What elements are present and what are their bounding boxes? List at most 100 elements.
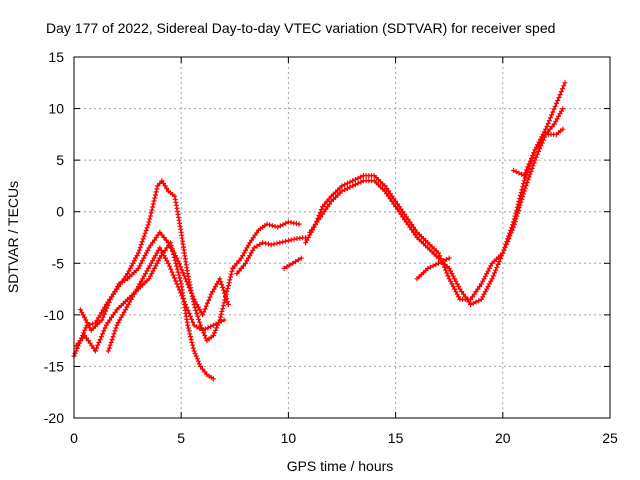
data-point xyxy=(130,294,136,300)
data-point xyxy=(490,273,496,279)
data-point xyxy=(394,206,400,212)
data-point xyxy=(103,308,108,314)
data-point xyxy=(75,340,81,346)
data-point xyxy=(210,333,216,338)
data-point xyxy=(446,265,452,271)
data-point xyxy=(520,184,526,190)
data-point xyxy=(104,305,110,311)
series-track-j xyxy=(414,255,452,282)
data-point xyxy=(443,267,449,273)
data-point xyxy=(284,264,290,270)
data-point xyxy=(109,294,115,300)
data-point xyxy=(154,186,160,192)
data-point xyxy=(264,221,270,227)
data-point xyxy=(117,317,123,323)
data-point xyxy=(113,325,119,331)
data-point xyxy=(164,245,170,251)
data-point xyxy=(131,291,137,297)
data-point xyxy=(153,263,159,269)
y-tick-label: -5 xyxy=(52,255,65,271)
data-point xyxy=(234,271,240,277)
data-point xyxy=(271,241,277,247)
data-point xyxy=(533,154,539,160)
data-point xyxy=(496,259,502,265)
data-point xyxy=(210,376,216,382)
data-point xyxy=(444,270,450,276)
data-point xyxy=(236,258,242,264)
data-point xyxy=(512,213,518,219)
data-point xyxy=(339,188,345,194)
data-point xyxy=(207,294,213,300)
data-point xyxy=(185,322,191,328)
y-tick-label: 0 xyxy=(56,204,64,220)
data-point xyxy=(247,253,253,259)
data-point xyxy=(537,146,543,152)
data-point xyxy=(257,241,263,247)
data-point xyxy=(516,170,522,176)
data-point xyxy=(314,219,320,225)
data-point xyxy=(398,211,404,217)
data-point xyxy=(126,268,132,274)
data-point xyxy=(147,216,153,222)
data-point xyxy=(521,178,527,184)
data-point xyxy=(268,242,274,248)
data-point xyxy=(214,281,220,287)
data-point xyxy=(427,264,433,270)
data-point xyxy=(541,129,547,135)
data-point xyxy=(293,259,298,265)
data-point xyxy=(145,247,151,253)
data-point xyxy=(101,328,107,334)
data-point xyxy=(324,198,330,204)
data-point xyxy=(339,183,345,189)
data-point xyxy=(108,339,114,345)
data-point xyxy=(560,86,565,92)
data-point xyxy=(123,307,128,313)
data-point xyxy=(72,351,78,356)
data-point xyxy=(554,116,560,122)
data-point xyxy=(477,284,483,289)
data-point xyxy=(98,334,104,340)
data-point xyxy=(277,240,283,246)
data-point xyxy=(551,106,557,112)
data-point xyxy=(482,273,488,279)
data-point xyxy=(105,348,111,354)
data-point xyxy=(228,274,233,280)
data-point xyxy=(438,259,444,265)
data-point xyxy=(481,276,487,282)
data-point xyxy=(500,250,506,256)
data-point xyxy=(147,263,153,269)
data-point xyxy=(225,283,231,289)
data-point xyxy=(208,291,214,297)
data-point xyxy=(211,286,217,292)
data-point xyxy=(550,109,556,115)
data-point xyxy=(153,192,158,198)
data-point xyxy=(488,263,494,269)
data-point xyxy=(454,291,460,297)
data-point xyxy=(510,222,515,228)
data-point xyxy=(326,196,332,202)
data-point xyxy=(187,288,193,293)
data-point xyxy=(484,286,490,292)
data-point xyxy=(227,277,233,283)
data-point xyxy=(285,238,291,244)
data-point xyxy=(248,250,254,256)
data-point xyxy=(436,250,441,256)
y-tick-label: 5 xyxy=(56,152,64,168)
data-point xyxy=(448,278,453,284)
data-point xyxy=(194,310,200,316)
data-point xyxy=(203,303,209,309)
data-point xyxy=(181,273,187,279)
data-point xyxy=(531,150,537,156)
data-point xyxy=(503,242,509,247)
data-point xyxy=(106,299,112,305)
data-point xyxy=(441,258,447,264)
data-point xyxy=(144,225,150,231)
data-point xyxy=(134,253,140,259)
data-point xyxy=(546,118,552,124)
data-point xyxy=(130,260,136,266)
data-point xyxy=(508,228,514,233)
data-point xyxy=(178,290,184,296)
data-point xyxy=(352,177,358,182)
data-point xyxy=(280,239,286,245)
data-point xyxy=(82,314,87,320)
